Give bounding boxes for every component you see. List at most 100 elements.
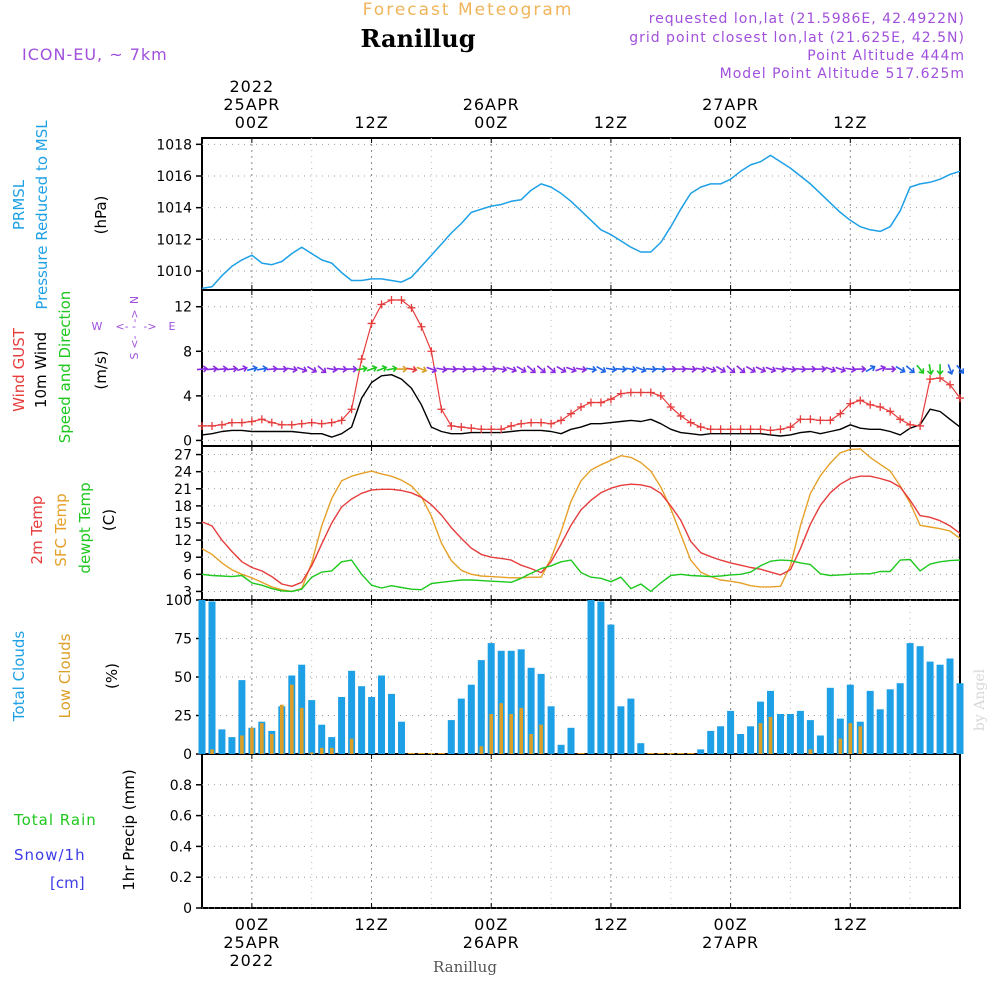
wind-speed-line [201,374,961,438]
arrow-shape [386,365,398,373]
wind-direction-arrow [755,366,767,374]
low-cloud-bar [329,747,334,754]
gust-marker [297,419,306,428]
low-cloud-bar [250,727,254,754]
ytick-label-clouds: 75 [174,632,192,648]
top-time-label: 27APR [702,95,759,114]
panel-frame-precip [201,753,961,909]
gust-marker [477,425,486,434]
gust-marker [387,296,396,305]
wind-direction-arrow [296,366,308,374]
total-cloud-bar [358,686,366,754]
wind-direction-arrow [625,365,638,374]
total-cloud-bar [627,698,635,754]
gust-marker [557,416,566,425]
arrow-shape [236,365,248,373]
credit-watermark: by Angel [972,668,988,731]
wind-direction-arrow [715,365,726,374]
gust-marker [337,416,346,425]
wind-direction-arrow [436,365,448,374]
gust-marker [636,388,645,397]
total-cloud-bar [398,721,405,754]
gust-marker [706,425,715,434]
wind-direction-arrow [276,365,289,373]
arrow-shape [436,365,448,374]
compass-w: W [92,320,103,333]
arrow-shape [226,365,239,373]
total-cloud-bar [507,650,515,754]
total-cloud-bar [747,726,755,754]
clouds-label-unit: (%) [103,663,121,689]
wind-direction-arrow [266,365,279,373]
wind-direction-arrow [526,365,536,374]
gust-marker [926,375,935,384]
requested-coords: requested lon,lat (21.5986E, 42.4922N) [649,11,965,27]
gust-marker [207,421,216,430]
gust-marker [766,426,775,435]
total-cloud-bar [936,664,944,754]
arrow-shape [346,365,358,373]
total-cloud-bar [687,753,695,754]
arrow-shape [895,365,906,374]
gust-marker [577,403,585,411]
bottom-time-label: 00Z [713,915,747,934]
ytick-label-pressure: 1014 [156,201,192,217]
total-cloud-bar [707,730,715,754]
wind-direction-arrow [916,364,925,374]
gust-marker [826,416,835,425]
arrow-shape [256,365,268,373]
wind-direction-arrow [835,366,847,374]
total-cloud-bar [717,726,725,754]
arrow-shape [885,365,897,373]
gust-marker [596,398,605,407]
ytick-label-temp: 12 [174,533,192,549]
total-cloud-bar [517,649,525,754]
gust-marker [896,415,905,424]
low-cloud-bar [260,723,264,754]
arrow-shape [456,365,468,373]
bottom-time-label: 00Z [474,915,508,934]
arrow-shape [865,364,876,373]
arrow-shape [286,365,298,374]
compass-e: E [169,320,176,333]
gust-marker [836,409,845,418]
gust-marker [437,405,446,414]
arrow-shape [655,365,668,373]
gust-marker [696,423,705,432]
top-time-label: 25APR [223,95,280,114]
wind-direction-arrow [336,365,348,373]
wind-direction-arrow [566,366,577,374]
ytick-label-precip: 0.6 [170,809,192,825]
low-cloud-bar [270,734,274,754]
low-cloud-bar [499,703,503,754]
total-cloud-bar [637,743,645,754]
arrow-shape [625,365,638,374]
temp-label-2m: 2m Temp [28,496,46,565]
ytick-label-temp: 24 [174,465,192,481]
wind-label-10m: 10m Wind [32,332,50,408]
compass-s: S [128,352,141,359]
total-cloud-bar [806,720,814,754]
total-cloud-bar [537,673,545,754]
ytick-label-temp: 18 [174,499,192,515]
arrow-shape [196,365,209,373]
total-cloud-bar [946,658,954,754]
ytick-label-clouds: 100 [165,593,192,609]
total-cloud-bar [437,753,445,754]
arrow-shape [426,366,438,374]
gust-marker [567,409,576,418]
gust-marker [497,425,506,434]
arrow-shape [755,366,767,374]
gust-marker [776,425,785,434]
arrow-shape [536,365,546,374]
ytick-label-temp: 9 [183,550,192,566]
arrow-shape [406,365,418,374]
wind-direction-arrow [306,365,318,374]
ytick-label-precip: 0.8 [170,778,192,794]
total-cloud-bar [318,724,326,754]
precip-label-axis: 1hr Precip (mm) [120,769,138,890]
arrow-shape [326,365,338,374]
model-altitude: Model Point Altitude 517.625m [720,66,965,82]
compass-center: - [132,320,136,333]
bottom-time-label: 2022 [230,951,275,970]
